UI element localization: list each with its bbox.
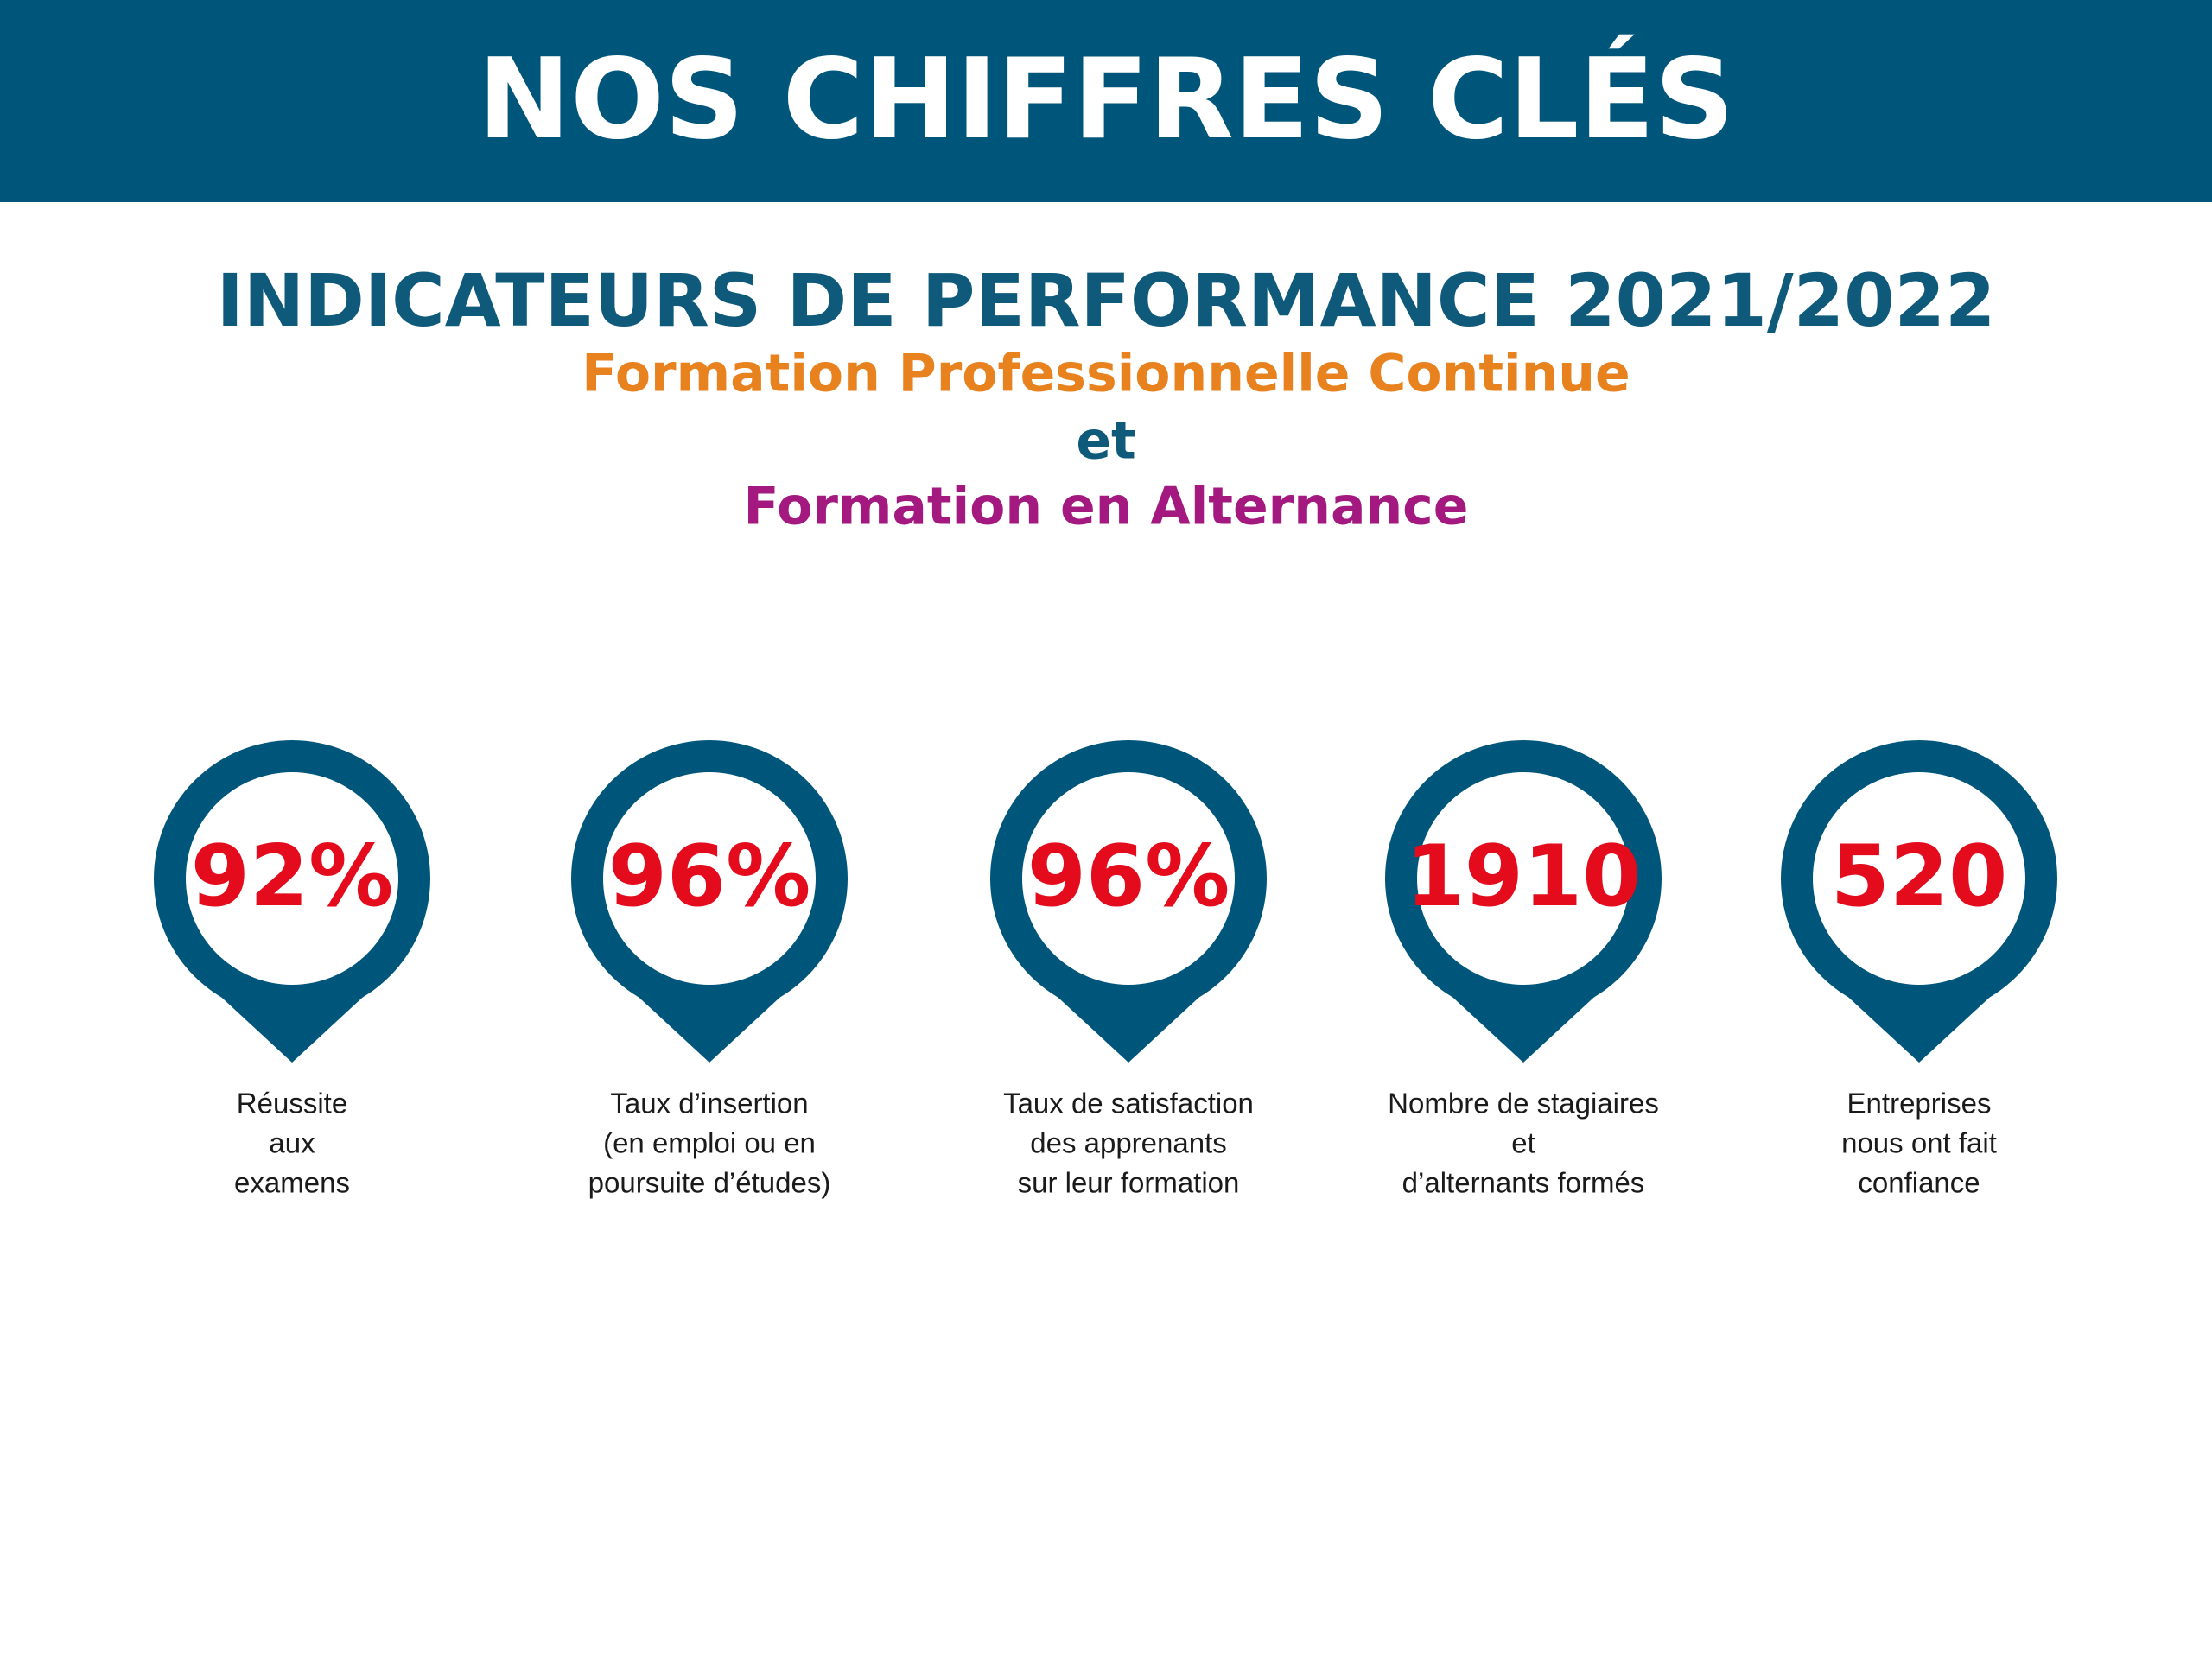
pin-label: sur leur formation <box>1018 1167 1240 1199</box>
pin-inner <box>1813 772 2025 985</box>
pin-card: 92% Réussite aux examens <box>154 740 430 1199</box>
pin-label: Taux d’insertion <box>610 1088 808 1120</box>
pin-label: nous ont fait <box>1841 1127 1997 1159</box>
subtitle-line: et <box>1076 411 1135 472</box>
pin-inner <box>1022 772 1235 985</box>
pin-value: 96% <box>1027 828 1230 926</box>
pin-card: 520 Entreprises nous ont fait confiance <box>1781 740 2057 1199</box>
pin-card: 96% Taux d’insertion (en emploi ou en pours… <box>571 740 848 1199</box>
pin-label: poursuite d’études) <box>588 1167 831 1199</box>
header-band <box>0 0 2212 202</box>
pin-label: et <box>1511 1127 1535 1159</box>
pin-value: 92% <box>191 828 394 926</box>
subtitle-line: Formation Professionnelle Continue <box>582 344 1630 404</box>
pin-card: 1910 Nombre de stagiaires et d’alternants f… <box>1385 740 1662 1199</box>
pin-inner <box>603 772 816 985</box>
subtitle: INDICATEURS DE PERFORMANCE 2021/2022 <box>217 258 1996 343</box>
pin-label: des apprenants <box>1030 1127 1227 1159</box>
pin-inner <box>186 772 398 985</box>
pin-label: confiance <box>1858 1167 1980 1199</box>
pin-label: aux <box>269 1127 315 1159</box>
pin-card: 96% Taux de satisfaction des apprenants sur… <box>990 740 1267 1199</box>
pin-label: Taux de satisfaction <box>1003 1088 1254 1120</box>
subtitle-line: Formation en Alternance <box>744 477 1469 537</box>
header-title: NOS CHIFFRES CLÉS <box>478 35 1734 164</box>
pin-label: (en emploi ou en <box>603 1127 816 1159</box>
pin-value: 520 <box>1831 828 2008 926</box>
pins: 92% Réussite aux examens 96% Taux d’insertion… <box>154 740 2057 1199</box>
pin-label: d’alternants formés <box>1402 1167 1645 1199</box>
pin-value: 96% <box>608 828 811 926</box>
pin-value: 1910 <box>1406 828 1642 926</box>
pin-label: Nombre de stagiaires <box>1388 1088 1659 1120</box>
pin-label: Entreprises <box>1847 1088 1992 1120</box>
pin-label: examens <box>234 1167 350 1199</box>
pin-inner <box>1417 772 1630 985</box>
pin-label: Réussite <box>237 1088 347 1120</box>
